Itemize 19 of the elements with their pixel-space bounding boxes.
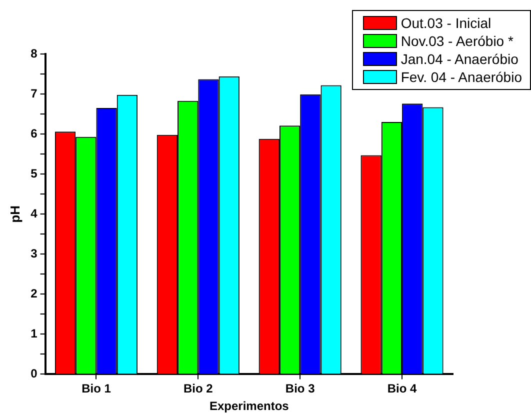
y-tick-label: 2 [30, 286, 38, 300]
x-tick-label: Bio 4 [387, 382, 418, 396]
x-axis-title: Experimentos [209, 399, 290, 414]
y-tick-label: 3 [30, 246, 38, 260]
legend-label: Nov.03 - Aeróbio * [400, 32, 514, 50]
y-axis-title: pH [7, 205, 22, 223]
x-tick-label: Bio 2 [184, 382, 214, 396]
y-tick-label: 7 [30, 86, 38, 100]
y-tick-label: 0 [30, 366, 38, 381]
y-tick-label: 4 [30, 206, 38, 220]
x-tick-label: Bio 1 [82, 382, 112, 396]
legend-label: Out.03 - Inicial [400, 14, 492, 32]
y-tick-label: 5 [30, 166, 38, 180]
y-tick-label: 6 [30, 126, 38, 140]
legend-label: Fev. 04 - Anaeróbio [400, 68, 522, 86]
y-tick-label: 8 [30, 46, 38, 60]
legend-label: Jan.04 - Anaeróbio [400, 50, 518, 68]
y-tick-label: 1 [30, 326, 38, 340]
x-tick-label: Bio 3 [285, 382, 316, 396]
